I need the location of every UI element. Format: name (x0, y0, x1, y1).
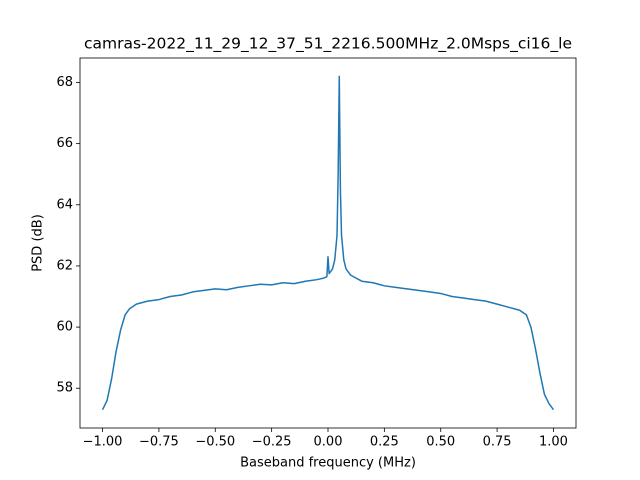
x-tick-label: 0.75 (483, 435, 512, 450)
y-tick-label: 66 (56, 136, 73, 151)
x-tick-label: 0.25 (370, 435, 399, 450)
plot-frame (79, 57, 577, 429)
y-tick-label: 62 (56, 258, 73, 273)
x-tick-label: 1.00 (539, 435, 568, 450)
y-tick-label: 60 (56, 320, 73, 335)
x-tick-label: −0.50 (195, 435, 235, 450)
x-tick-label: −1.00 (83, 435, 123, 450)
chart-title: camras-2022_11_29_12_37_51_2216.500MHz_2… (84, 35, 572, 54)
x-tick-label: 0.50 (426, 435, 455, 450)
data-line (101, 75, 555, 411)
x-tick-label: 0.00 (314, 435, 343, 450)
x-axis-label: Baseband frequency (MHz) (240, 456, 416, 471)
y-tick-label: 68 (56, 75, 73, 90)
y-tick-label: 64 (56, 197, 73, 212)
y-axis-label: PSD (dB) (31, 214, 46, 272)
x-tick-label: −0.25 (252, 435, 292, 450)
y-tick-label: 58 (56, 381, 73, 396)
x-tick-label: −0.75 (139, 435, 179, 450)
